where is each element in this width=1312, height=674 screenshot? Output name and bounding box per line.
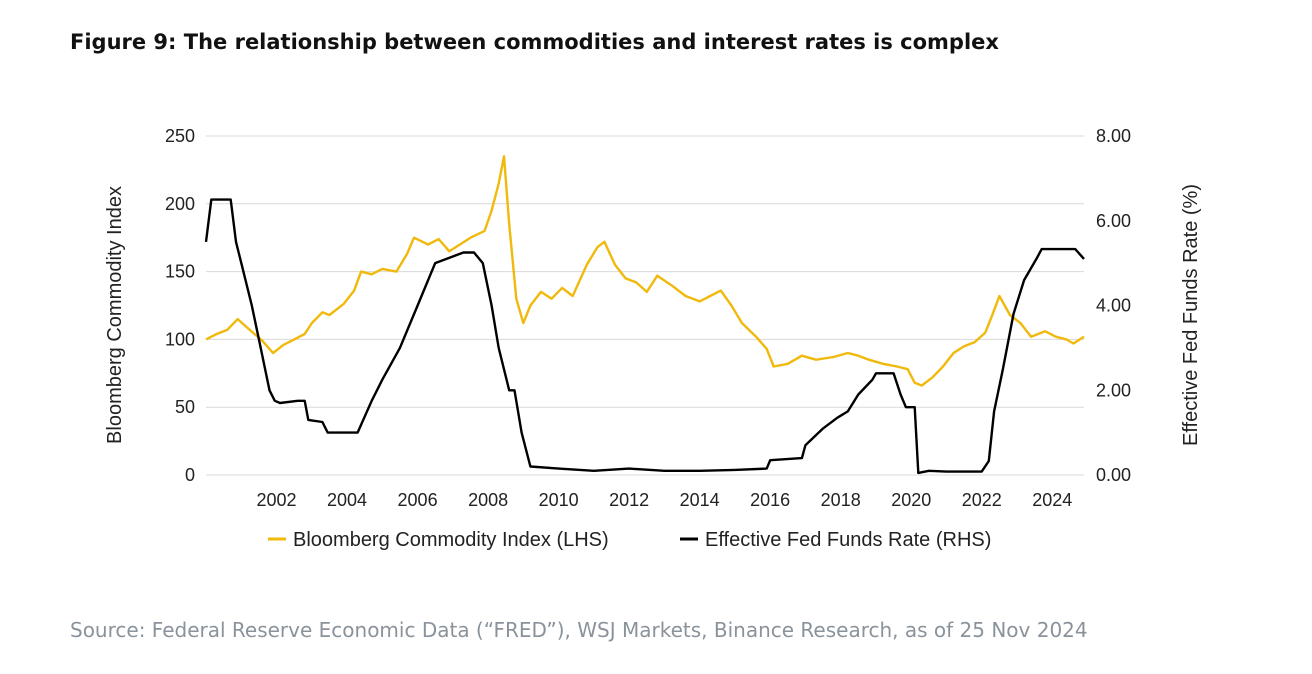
left-y-ticks: 0 50 100 150 200 250 (165, 126, 195, 485)
legend: Bloomberg Commodity Index (LHS) Effectiv… (268, 529, 991, 551)
y-tick-label-left: 50 (175, 397, 195, 417)
series-line-fed-funds-rate (204, 198, 1085, 475)
x-tick-label: 2012 (609, 490, 649, 510)
figure-title: Figure 9: The relationship between commo… (70, 30, 999, 54)
y-tick-label-left: 150 (165, 262, 195, 282)
gridlines (206, 135, 1084, 476)
x-tick-label: 2018 (821, 490, 861, 510)
x-tick-label: 2020 (891, 490, 931, 510)
y-tick-label-right: 2.00 (1096, 380, 1131, 400)
source-note: Source: Federal Reserve Economic Data (“… (70, 618, 1088, 642)
x-ticks: 2002 2004 2006 2008 2010 2012 2014 2016 2018 2020… (256, 490, 1072, 510)
x-tick-label: 2002 (256, 490, 296, 510)
y-tick-label-left: 200 (165, 194, 195, 214)
y-tick-label-left: 250 (165, 126, 195, 146)
chart: 0 50 100 150 200 250 0.00 2.00 4.00 6.00 8.00 200… (104, 126, 1202, 551)
x-tick-label: 2006 (398, 490, 438, 510)
x-tick-label: 2024 (1032, 490, 1072, 510)
left-axis-title: Bloomberg Commodity Index (104, 186, 126, 444)
y-tick-label-left: 100 (165, 329, 195, 349)
right-axis-title: Effective Fed Funds Rate (%) (1180, 184, 1202, 446)
y-tick-label-right: 8.00 (1096, 126, 1131, 146)
x-tick-label: 2008 (468, 490, 508, 510)
x-tick-label: 2022 (962, 490, 1002, 510)
y-tick-label-right: 6.00 (1096, 211, 1131, 231)
y-tick-label-right: 0.00 (1096, 465, 1131, 485)
x-tick-label: 2016 (750, 490, 790, 510)
x-tick-label: 2014 (680, 490, 720, 510)
x-tick-label: 2004 (327, 490, 367, 510)
legend-label-fed-funds: Effective Fed Funds Rate (RHS) (705, 529, 991, 551)
series-line-commodity-index (205, 155, 1085, 387)
right-y-ticks: 0.00 2.00 4.00 6.00 8.00 (1096, 126, 1131, 485)
legend-label-commodity: Bloomberg Commodity Index (LHS) (293, 529, 609, 551)
y-tick-label-right: 4.00 (1096, 296, 1131, 316)
x-tick-label: 2010 (539, 490, 579, 510)
y-tick-label-left: 0 (185, 465, 195, 485)
